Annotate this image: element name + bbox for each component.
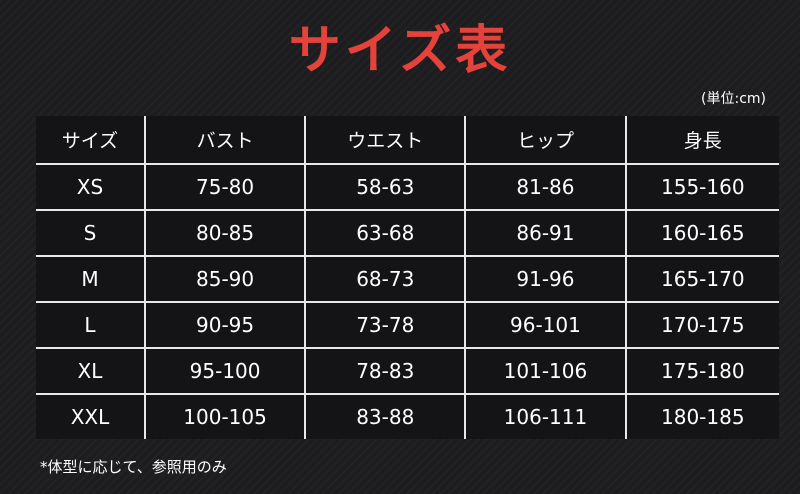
measurement-cell: 106-111 <box>464 393 627 439</box>
size-cell: XS <box>36 163 146 211</box>
measurement-cell: 81-86 <box>464 163 627 211</box>
measurement-cell: 85-90 <box>143 255 307 303</box>
measurement-cell: 73-78 <box>304 301 467 349</box>
measurement-cell: 101-106 <box>464 347 627 395</box>
measurement-cell: 91-96 <box>464 255 627 303</box>
size-cell: M <box>36 255 146 303</box>
table-row: M 85-90 68-73 91-96 165-170 <box>36 255 779 303</box>
table-row: XL 95-100 78-83 101-106 175-180 <box>36 347 779 395</box>
measurement-cell: 95-100 <box>143 347 307 395</box>
size-cell: XL <box>36 347 146 395</box>
column-header: ヒップ <box>464 116 627 165</box>
measurement-cell: 175-180 <box>624 347 779 395</box>
table-row: S 80-85 63-68 86-91 160-165 <box>36 209 779 257</box>
measurement-cell: 78-83 <box>304 347 467 395</box>
measurement-cell: 68-73 <box>304 255 467 303</box>
measurement-cell: 83-88 <box>304 393 467 439</box>
page-title: サイズ表 <box>288 21 512 81</box>
measurement-cell: 160-165 <box>624 209 779 257</box>
table-row: XS 75-80 58-63 81-86 155-160 <box>36 163 779 211</box>
size-cell: S <box>36 209 146 257</box>
measurement-cell: 58-63 <box>304 163 467 211</box>
measurement-cell: 165-170 <box>624 255 779 303</box>
unit-label: (単位:cm) <box>701 91 766 107</box>
column-header: バスト <box>143 116 307 165</box>
measurement-cell: 90-95 <box>143 301 307 349</box>
measurement-cell: 100-105 <box>143 393 307 439</box>
measurement-cell: 96-101 <box>464 301 627 349</box>
size-table: サイズ バスト ウエスト ヒップ 身長 XS 75-80 58-63 81-86 155-160… <box>36 116 779 439</box>
table-row: L 90-95 73-78 96-101 170-175 <box>36 301 779 349</box>
table-row: XXL 100-105 83-88 106-111 180-185 <box>36 393 779 439</box>
size-cell: L <box>36 301 146 349</box>
column-header: 身長 <box>624 116 779 165</box>
measurement-cell: 180-185 <box>624 393 779 439</box>
measurement-cell: 170-175 <box>624 301 779 349</box>
measurement-cell: 80-85 <box>143 209 307 257</box>
column-header: サイズ <box>36 116 146 165</box>
size-cell: XXL <box>36 393 146 439</box>
measurement-cell: 63-68 <box>304 209 467 257</box>
measurement-cell: 155-160 <box>624 163 779 211</box>
measurement-cell: 86-91 <box>464 209 627 257</box>
footnote: *体型に応じて、参照用のみ <box>40 458 227 476</box>
table-header-row: サイズ バスト ウエスト ヒップ 身長 <box>36 116 779 165</box>
measurement-cell: 75-80 <box>143 163 307 211</box>
column-header: ウエスト <box>304 116 467 165</box>
